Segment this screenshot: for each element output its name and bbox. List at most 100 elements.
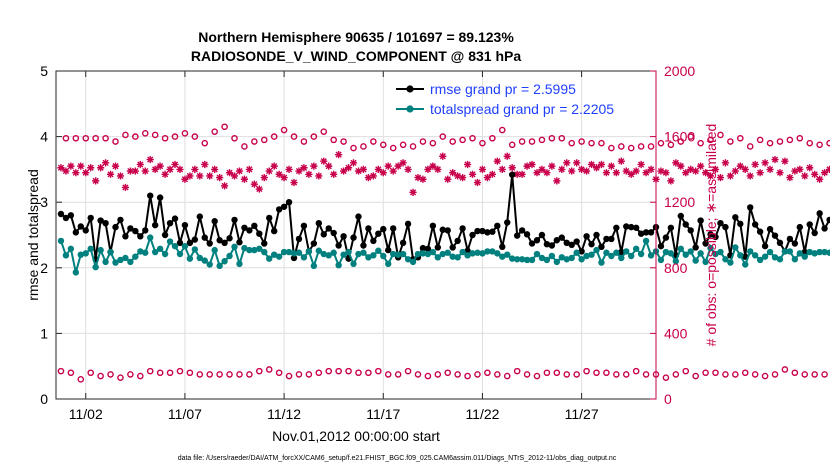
series-assimilated bbox=[57, 151, 830, 196]
totalspread-point-24 bbox=[176, 250, 184, 258]
assimilated-point-7 bbox=[92, 177, 100, 185]
rmse-point-125 bbox=[677, 212, 684, 220]
rmse-point-53 bbox=[320, 231, 327, 238]
rmse-point-150 bbox=[801, 248, 808, 256]
rmse-point-65 bbox=[380, 225, 387, 233]
totalspread-point-116 bbox=[632, 245, 640, 252]
rmse-point-15 bbox=[132, 227, 139, 235]
assimilated-point-153 bbox=[816, 175, 824, 183]
possible-point-21 bbox=[161, 134, 169, 142]
rmse-point-89 bbox=[499, 243, 506, 251]
possible-point-42 bbox=[265, 366, 273, 373]
totalspread-point-144 bbox=[771, 254, 779, 261]
rmse-point-55 bbox=[330, 229, 337, 237]
y-right-tick-label-5: 2000 bbox=[664, 63, 695, 79]
assimilated-point-38 bbox=[245, 165, 253, 173]
totalspread-point-20 bbox=[156, 245, 164, 252]
rmse-point-95 bbox=[528, 240, 536, 247]
chart-subtitle: RADIOSONDE_V_WIND_COMPONENT @ 831 hPa bbox=[191, 48, 521, 64]
possible-point-139 bbox=[746, 143, 754, 150]
totalspread-point-91 bbox=[508, 255, 516, 262]
possible-point-4 bbox=[77, 376, 85, 383]
rmse-point-20 bbox=[156, 194, 164, 201]
assimilated-point-21 bbox=[161, 170, 169, 178]
assimilated-point-123 bbox=[667, 177, 675, 185]
totalspread-point-53 bbox=[320, 250, 327, 258]
rmse-point-111 bbox=[608, 235, 615, 243]
possible-point-63 bbox=[370, 138, 377, 145]
totalspread-point-89 bbox=[499, 253, 506, 260]
assimilated-point-133 bbox=[716, 174, 725, 182]
rmse-point-51 bbox=[310, 240, 318, 247]
assimilated-point-89 bbox=[498, 165, 506, 173]
assimilated-point-134 bbox=[721, 159, 730, 167]
assimilated-point-44 bbox=[275, 170, 283, 178]
rmse-point-129 bbox=[697, 217, 704, 224]
rmse-point-27 bbox=[191, 236, 199, 243]
totalspread-point-52 bbox=[315, 247, 323, 254]
totalspread-point-150 bbox=[801, 253, 808, 260]
totalspread-point-65 bbox=[380, 252, 387, 260]
totalspread-point-110 bbox=[603, 249, 610, 256]
totalspread-point-18 bbox=[147, 234, 154, 241]
rmse-point-134 bbox=[722, 223, 729, 231]
possible-point-37 bbox=[241, 143, 248, 150]
totalspread-point-16 bbox=[137, 248, 144, 255]
rmse-point-34 bbox=[226, 235, 233, 242]
assimilated-point-77 bbox=[439, 152, 447, 160]
assimilated-point-51 bbox=[310, 162, 318, 170]
assimilated-point-140 bbox=[751, 160, 759, 169]
assimilated-point-85 bbox=[478, 165, 487, 173]
assimilated-point-34 bbox=[225, 169, 234, 177]
rmse-point-149 bbox=[796, 223, 804, 231]
assimilated-point-155 bbox=[825, 165, 830, 173]
totalspread-point-118 bbox=[642, 237, 650, 245]
possible-point-76 bbox=[434, 371, 442, 378]
possible-point-132 bbox=[712, 369, 719, 377]
possible-point-22 bbox=[166, 369, 174, 377]
rmse-point-48 bbox=[295, 235, 303, 243]
possible-point-153 bbox=[816, 141, 823, 149]
totalspread-point-10 bbox=[107, 248, 114, 256]
legend-spread-marker bbox=[406, 105, 414, 113]
assimilated-point-20 bbox=[156, 162, 164, 170]
possible-point-2 bbox=[67, 369, 75, 377]
rmse-point-12 bbox=[117, 216, 124, 224]
totalspread-point-135 bbox=[727, 259, 734, 266]
totalspread-point-108 bbox=[593, 246, 600, 254]
totalspread-point-146 bbox=[781, 248, 789, 255]
possible-point-107 bbox=[588, 139, 595, 147]
assimilated-point-35 bbox=[230, 172, 239, 180]
possible-point-122 bbox=[662, 374, 670, 381]
rmse-point-19 bbox=[151, 221, 159, 229]
totalspread-point-132 bbox=[712, 250, 719, 258]
possible-point-8 bbox=[97, 372, 104, 380]
possible-point-25 bbox=[181, 130, 189, 137]
rmse-point-147 bbox=[786, 235, 794, 243]
possible-point-72 bbox=[414, 371, 422, 378]
legend-rmse-marker bbox=[406, 85, 414, 93]
possible-point-119 bbox=[647, 143, 655, 150]
rmse-point-39 bbox=[251, 222, 258, 230]
x-tick-label-2: 11/12 bbox=[267, 406, 301, 422]
assimilated-point-95 bbox=[528, 160, 536, 169]
rmse-point-30 bbox=[206, 240, 213, 247]
rmse-point-143 bbox=[766, 225, 774, 233]
assimilated-point-14 bbox=[126, 167, 134, 175]
possible-point-136 bbox=[732, 371, 739, 378]
rmse-point-13 bbox=[122, 233, 129, 240]
assimilated-point-5 bbox=[82, 169, 90, 177]
possible-point-40 bbox=[256, 367, 263, 375]
possible-point-154 bbox=[821, 371, 828, 378]
totalspread-point-138 bbox=[742, 261, 749, 268]
rmse-point-75 bbox=[429, 222, 437, 230]
assimilated-point-84 bbox=[473, 178, 482, 187]
assimilated-point-59 bbox=[349, 159, 358, 167]
assimilated-point-90 bbox=[503, 152, 511, 160]
totalspread-point-145 bbox=[776, 256, 784, 263]
totalspread-point-76 bbox=[434, 254, 442, 261]
assimilated-point-108 bbox=[592, 164, 601, 172]
assimilated-point-100 bbox=[553, 177, 561, 185]
possible-point-127 bbox=[687, 133, 695, 140]
totalspread-point-83 bbox=[469, 250, 476, 257]
